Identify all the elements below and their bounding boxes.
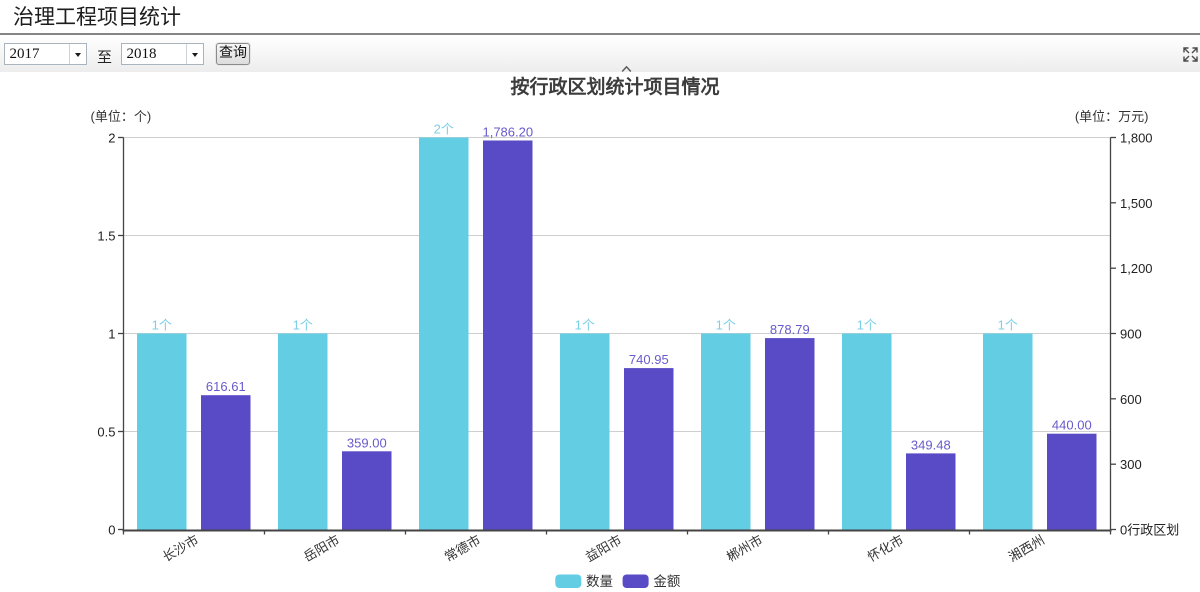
svg-text:616.61: 616.61 bbox=[206, 379, 246, 394]
svg-text:0行政区划: 0行政区划 bbox=[1120, 523, 1179, 538]
svg-text:2个: 2个 bbox=[434, 122, 454, 137]
svg-text:按行政区划统计项目情况: 按行政区划统计项目情况 bbox=[510, 75, 719, 98]
svg-text:1个: 1个 bbox=[857, 318, 877, 333]
svg-text:怀化市: 怀化市 bbox=[865, 532, 906, 564]
svg-text:1个: 1个 bbox=[152, 318, 172, 333]
svg-text:1,786.20: 1,786.20 bbox=[482, 125, 533, 140]
svg-text:岳阳市: 岳阳市 bbox=[301, 532, 342, 564]
svg-text:0: 0 bbox=[108, 523, 115, 538]
svg-text:1个: 1个 bbox=[575, 318, 595, 333]
svg-text:349.48: 349.48 bbox=[911, 437, 951, 452]
svg-text:1,800: 1,800 bbox=[1120, 131, 1153, 146]
svg-text:1个: 1个 bbox=[716, 318, 736, 333]
svg-text:2: 2 bbox=[108, 131, 115, 146]
svg-text:(单位：万元): (单位：万元) bbox=[1075, 109, 1149, 124]
svg-text:900: 900 bbox=[1120, 327, 1142, 342]
svg-text:440.00: 440.00 bbox=[1052, 418, 1092, 433]
svg-text:郴州市: 郴州市 bbox=[724, 532, 765, 564]
svg-text:数量: 数量 bbox=[586, 574, 613, 589]
svg-text:878.79: 878.79 bbox=[770, 322, 810, 337]
svg-text:740.95: 740.95 bbox=[629, 352, 669, 367]
svg-text:1,500: 1,500 bbox=[1120, 196, 1153, 211]
svg-text:湘西州: 湘西州 bbox=[1006, 532, 1047, 564]
svg-text:1: 1 bbox=[108, 327, 115, 342]
svg-text:1.5: 1.5 bbox=[97, 229, 115, 244]
svg-text:益阳市: 益阳市 bbox=[583, 532, 624, 564]
svg-text:600: 600 bbox=[1120, 392, 1142, 407]
svg-text:长沙市: 长沙市 bbox=[160, 532, 201, 564]
svg-text:金额: 金额 bbox=[653, 574, 681, 589]
svg-text:常德市: 常德市 bbox=[442, 532, 483, 564]
svg-text:300: 300 bbox=[1120, 457, 1142, 472]
svg-text:(单位：个): (单位：个) bbox=[91, 109, 152, 124]
svg-text:359.00: 359.00 bbox=[347, 435, 387, 450]
svg-text:0.5: 0.5 bbox=[97, 425, 115, 440]
svg-text:1个: 1个 bbox=[998, 318, 1018, 333]
svg-text:1个: 1个 bbox=[293, 318, 313, 333]
svg-text:1,200: 1,200 bbox=[1120, 261, 1153, 276]
